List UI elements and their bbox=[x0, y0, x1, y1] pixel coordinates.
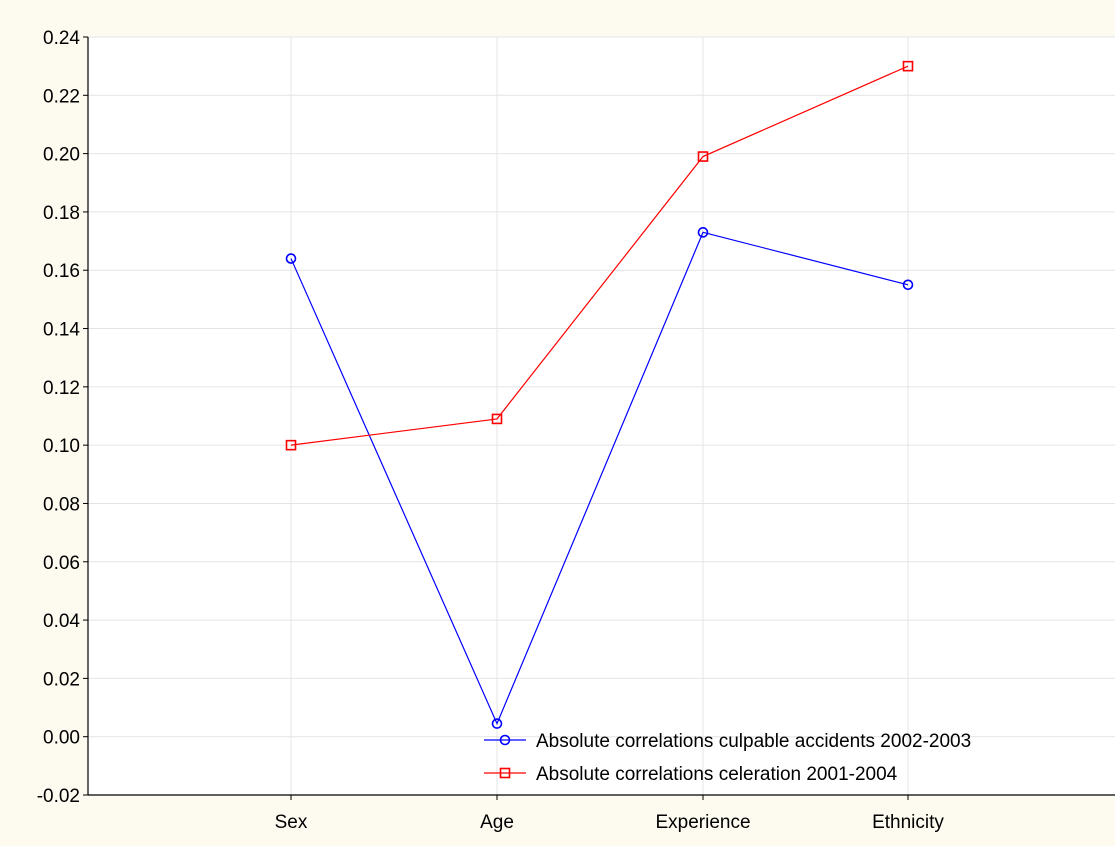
data-point bbox=[491, 718, 503, 729]
legend-marker bbox=[499, 734, 511, 746]
data-point bbox=[902, 279, 914, 291]
axes bbox=[87, 37, 1115, 796]
y-axis-ticks: 0.24 0.22 0.20 0.18 0.16 0.14 0.12 0.10 0.08 0.06… bbox=[37, 28, 88, 807]
x-tick-label: Sex bbox=[275, 812, 308, 833]
data-point bbox=[697, 151, 709, 162]
data-point bbox=[697, 227, 709, 238]
series bbox=[285, 60, 914, 729]
x-tick-label: Ethnicity bbox=[872, 812, 944, 833]
y-tick-label: 0.24 bbox=[43, 28, 80, 49]
series-line-0 bbox=[290, 231, 909, 726]
data-point bbox=[902, 60, 914, 72]
legend-label: Absolute correlations celeration 2001-20… bbox=[536, 764, 898, 785]
x-axis-ticks: Sex Age Experience Ethnicity bbox=[275, 795, 944, 833]
data-point bbox=[285, 253, 297, 264]
y-tick-label: -0.02 bbox=[37, 786, 80, 807]
y-tick-label: 0.08 bbox=[43, 494, 80, 515]
y-tick-label: 0.12 bbox=[43, 378, 80, 399]
x-tick-label: Experience bbox=[655, 812, 750, 833]
y-tick-label: 0.10 bbox=[43, 436, 80, 457]
data-point bbox=[285, 439, 297, 451]
y-tick-label: 0.00 bbox=[43, 728, 80, 749]
legend-label: Absolute correlations culpable accidents… bbox=[536, 731, 971, 752]
series-line-1 bbox=[290, 65, 909, 446]
plot-area bbox=[88, 37, 1115, 795]
legend-marker bbox=[499, 767, 511, 779]
y-tick-label: 0.18 bbox=[43, 203, 80, 224]
y-tick-label: 0.14 bbox=[43, 320, 80, 341]
y-tick-label: 0.02 bbox=[43, 669, 80, 690]
data-point bbox=[491, 413, 503, 425]
y-tick-label: 0.06 bbox=[43, 553, 80, 574]
legend: Absolute correlations culpable accidents… bbox=[484, 731, 971, 785]
x-tick-label: Age bbox=[480, 812, 514, 833]
y-tick-label: 0.16 bbox=[43, 261, 80, 282]
y-tick-label: 0.22 bbox=[43, 86, 80, 107]
y-tick-label: 0.20 bbox=[43, 145, 80, 166]
y-tick-label: 0.04 bbox=[43, 611, 80, 632]
